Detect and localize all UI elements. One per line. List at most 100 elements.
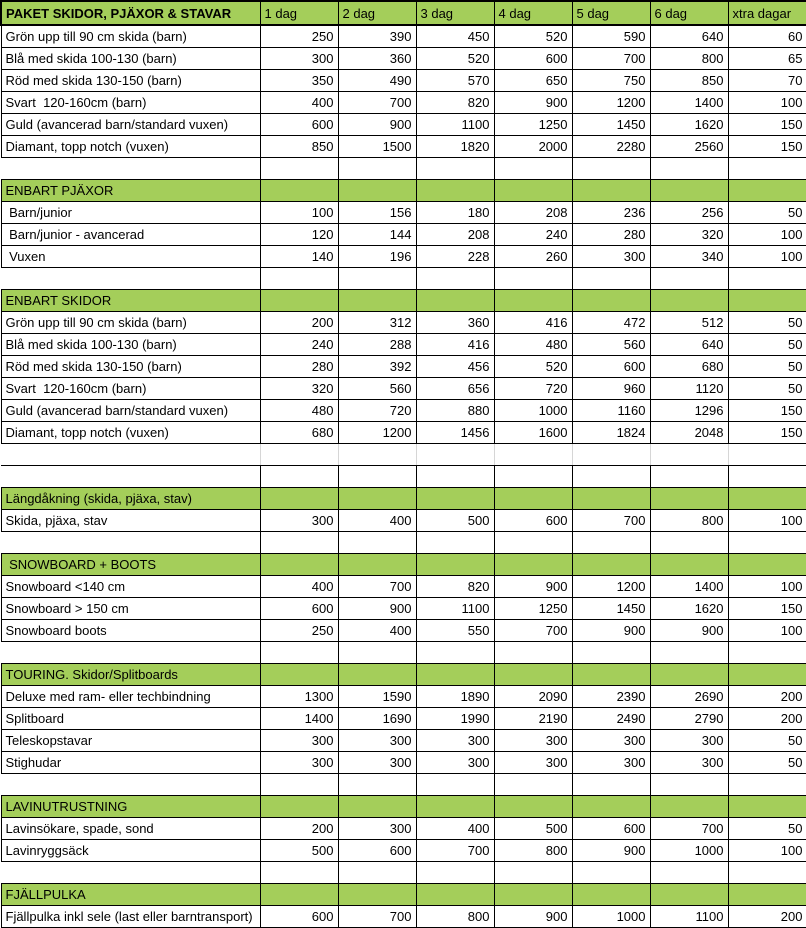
empty-cell: [259, 157, 339, 180]
item-label-cell: Diamant, topp notch (vuxen): [0, 135, 261, 158]
price-cell: 1600: [493, 421, 573, 444]
price-cell: 360: [415, 311, 495, 334]
price-cell: 640: [649, 24, 729, 48]
empty-cell: [259, 487, 339, 510]
section-header-cell: LAVINUTRUSTNING: [0, 795, 261, 818]
section-row: TOURING. Skidor/Splitboards: [0, 663, 806, 686]
section-row: Längdåkning (skida, pjäxa, stav): [0, 487, 806, 510]
price-cell: 150: [727, 113, 806, 136]
price-cell: 250: [259, 24, 339, 48]
price-cell: 300: [649, 751, 729, 774]
empty-cell: [571, 289, 651, 312]
empty-cell: [337, 487, 417, 510]
price-cell: 240: [259, 333, 339, 356]
price-cell: 600: [571, 817, 651, 840]
empty-cell: [727, 553, 806, 576]
empty-cell: [493, 531, 573, 554]
price-cell: 960: [571, 377, 651, 400]
item-row: Guld (avancerad barn/standard vuxen) 600 9…: [0, 113, 806, 136]
price-cell: 490: [337, 69, 417, 92]
price-cell: 360: [337, 47, 417, 70]
price-cell: 550: [415, 619, 495, 642]
day-column-header: 2 dag: [337, 0, 417, 26]
price-cell: 120: [259, 223, 339, 246]
price-cell: 2090: [493, 685, 573, 708]
price-cell: 1000: [493, 399, 573, 422]
day-column-header: 5 dag: [571, 0, 651, 26]
price-cell: 900: [493, 91, 573, 114]
item-row: Barn/junior - avancerad 120 144 208 240 280 32…: [0, 223, 806, 246]
empty-cell: [649, 267, 729, 290]
price-cell: 256: [649, 201, 729, 224]
empty-cell: [727, 267, 806, 290]
price-cell: 300: [259, 729, 339, 752]
price-cell: 320: [259, 377, 339, 400]
price-cell: 300: [571, 751, 651, 774]
price-cell: 1100: [649, 905, 729, 928]
empty-cell: [571, 443, 651, 466]
price-cell: 1000: [571, 905, 651, 928]
price-cell: 2490: [571, 707, 651, 730]
price-cell: 100: [727, 245, 806, 268]
price-cell: 720: [493, 377, 573, 400]
item-row: Snowboard <140 cm 400 700 820 900 1200 1400 100: [0, 575, 806, 598]
empty-cell: [259, 289, 339, 312]
section-header-cell: ENBART PJÄXOR: [0, 179, 261, 202]
price-cell: 208: [415, 223, 495, 246]
price-cell: 280: [259, 355, 339, 378]
price-cell: 512: [649, 311, 729, 334]
price-cell: 208: [493, 201, 573, 224]
item-row: Snowboard boots 250 400 550 700 900 900 100: [0, 619, 806, 642]
price-cell: 520: [493, 24, 573, 48]
empty-cell: [493, 795, 573, 818]
price-cell: 1890: [415, 685, 495, 708]
empty-cell: [727, 465, 806, 488]
price-cell: 600: [571, 355, 651, 378]
price-cell: 456: [415, 355, 495, 378]
price-cell: 300: [259, 509, 339, 532]
item-label-cell: Fjällpulka inkl sele (last eller barntra…: [0, 905, 261, 928]
empty-cell: [259, 267, 339, 290]
price-cell: 288: [337, 333, 417, 356]
item-label-cell: Barn/junior: [0, 201, 261, 224]
price-cell: 900: [571, 839, 651, 862]
price-cell: 240: [493, 223, 573, 246]
price-cell: 900: [493, 575, 573, 598]
empty-cell: [493, 443, 573, 466]
price-cell: 750: [571, 69, 651, 92]
price-cell: 320: [649, 223, 729, 246]
price-cell: 416: [415, 333, 495, 356]
empty-row: [1, 465, 806, 488]
empty-cell: [259, 531, 339, 554]
price-cell: 450: [415, 24, 495, 48]
price-cell: 236: [571, 201, 651, 224]
empty-cell: [415, 465, 495, 488]
empty-cell: [415, 179, 495, 202]
empty-cell: [259, 861, 339, 884]
item-row: Svart 120-160cm (barn) 400 700 820 900 1200 14…: [0, 91, 806, 114]
price-cell: 50: [727, 377, 806, 400]
price-cell: 900: [493, 905, 573, 928]
price-cell: 700: [571, 509, 651, 532]
item-row: Blå med skida 100-130 (barn) 240 288 416 480…: [0, 333, 806, 356]
empty-row: [1, 531, 806, 554]
item-row: Lavinsökare, spade, sond 200 300 400 500 600 7…: [0, 817, 806, 840]
empty-cell: [649, 861, 729, 884]
item-label-cell: Guld (avancerad barn/standard vuxen): [0, 113, 261, 136]
empty-cell: [571, 641, 651, 664]
empty-cell: [337, 861, 417, 884]
price-cell: 150: [727, 399, 806, 422]
price-cell: 180: [415, 201, 495, 224]
price-cell: 2000: [493, 135, 573, 158]
empty-cell: [493, 267, 573, 290]
empty-cell: [571, 663, 651, 686]
product-column-header: PAKET SKIDOR, PJÄXOR & STAVAR: [0, 0, 261, 26]
price-cell: 300: [493, 751, 573, 774]
section-row: FJÄLLPULKA: [0, 883, 806, 906]
empty-cell: [571, 267, 651, 290]
price-cell: 1620: [649, 597, 729, 620]
price-cell: 50: [727, 311, 806, 334]
empty-cell: [415, 531, 495, 554]
price-cell: 100: [727, 509, 806, 532]
